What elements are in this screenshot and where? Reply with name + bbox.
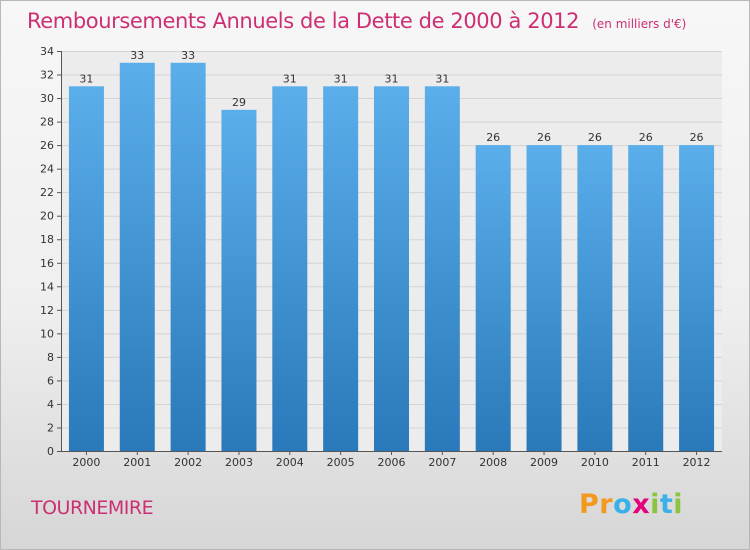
axes: [57, 51, 722, 455]
logo-letter: t: [659, 489, 674, 520]
proxiti-logo: Proxiti: [579, 489, 683, 520]
bar: [221, 109, 257, 451]
x-tick-label: 2007: [428, 456, 456, 469]
data-label: 33: [130, 49, 144, 62]
x-tick-label: 2002: [174, 456, 202, 469]
labels: 0246810121416182022242628303234312000332…: [40, 45, 711, 469]
x-tick-label: 2005: [327, 456, 355, 469]
y-tick-label: 34: [40, 45, 54, 58]
y-tick-label: 24: [40, 163, 54, 176]
data-label: 26: [486, 131, 500, 144]
data-label: 31: [283, 72, 297, 85]
bar: [577, 145, 613, 451]
x-tick-label: 2011: [632, 456, 660, 469]
chart-title-text: Remboursements Annuels de la Dette de 20…: [27, 9, 580, 33]
data-label: 29: [232, 96, 246, 109]
bar: [272, 86, 308, 451]
bar: [628, 145, 664, 451]
bar: [68, 86, 104, 451]
x-tick-label: 2000: [72, 456, 100, 469]
logo-letter: i: [650, 489, 660, 520]
logo-letter: r: [599, 489, 614, 520]
y-tick-label: 26: [40, 139, 54, 152]
data-label: 26: [537, 131, 551, 144]
y-tick-label: 2: [47, 421, 54, 434]
x-tick-label: 2004: [276, 456, 304, 469]
bar: [374, 86, 409, 451]
y-tick-label: 20: [40, 210, 54, 223]
bars: [68, 62, 715, 451]
x-tick-label: 2008: [479, 456, 507, 469]
y-tick-label: 16: [40, 257, 54, 270]
chart-unit-note: (en milliers d'€): [592, 17, 687, 31]
data-label: 26: [690, 131, 704, 144]
data-label: 31: [385, 72, 399, 85]
logo-letter: x: [632, 489, 651, 520]
bar: [424, 86, 460, 451]
bar: [170, 62, 206, 451]
y-tick-label: 32: [40, 69, 54, 82]
chart-title: Remboursements Annuels de la Dette de 20…: [27, 9, 686, 33]
y-tick-label: 4: [47, 398, 54, 411]
data-label: 26: [588, 131, 602, 144]
bar: [679, 145, 715, 451]
logo-letter: i: [673, 489, 684, 520]
bar: [323, 86, 359, 451]
y-tick-label: 0: [47, 445, 54, 458]
x-tick-label: 2001: [123, 456, 151, 469]
logo-letter: P: [579, 489, 600, 520]
y-tick-label: 12: [40, 304, 54, 317]
x-tick-label: 2012: [683, 456, 711, 469]
y-tick-label: 8: [47, 351, 54, 364]
bar: [119, 62, 155, 451]
y-tick-label: 22: [40, 186, 54, 199]
data-label: 33: [181, 49, 195, 62]
x-tick-label: 2009: [530, 456, 558, 469]
data-label: 31: [79, 72, 93, 85]
data-label: 31: [334, 72, 348, 85]
x-tick-label: 2010: [581, 456, 609, 469]
x-tick-label: 2003: [225, 456, 253, 469]
y-tick-label: 30: [40, 92, 54, 105]
bar: [475, 145, 511, 451]
data-label: 31: [435, 72, 449, 85]
y-tick-label: 6: [47, 374, 54, 387]
place-name: TOURNEMIRE: [31, 497, 154, 519]
data-label: 26: [639, 131, 653, 144]
y-tick-label: 14: [40, 280, 54, 293]
logo-letter: o: [613, 489, 633, 520]
y-tick-label: 10: [40, 327, 54, 340]
y-tick-label: 18: [40, 233, 54, 246]
bar: [526, 145, 562, 451]
y-tick-label: 28: [40, 116, 54, 129]
x-tick-label: 2006: [378, 456, 406, 469]
